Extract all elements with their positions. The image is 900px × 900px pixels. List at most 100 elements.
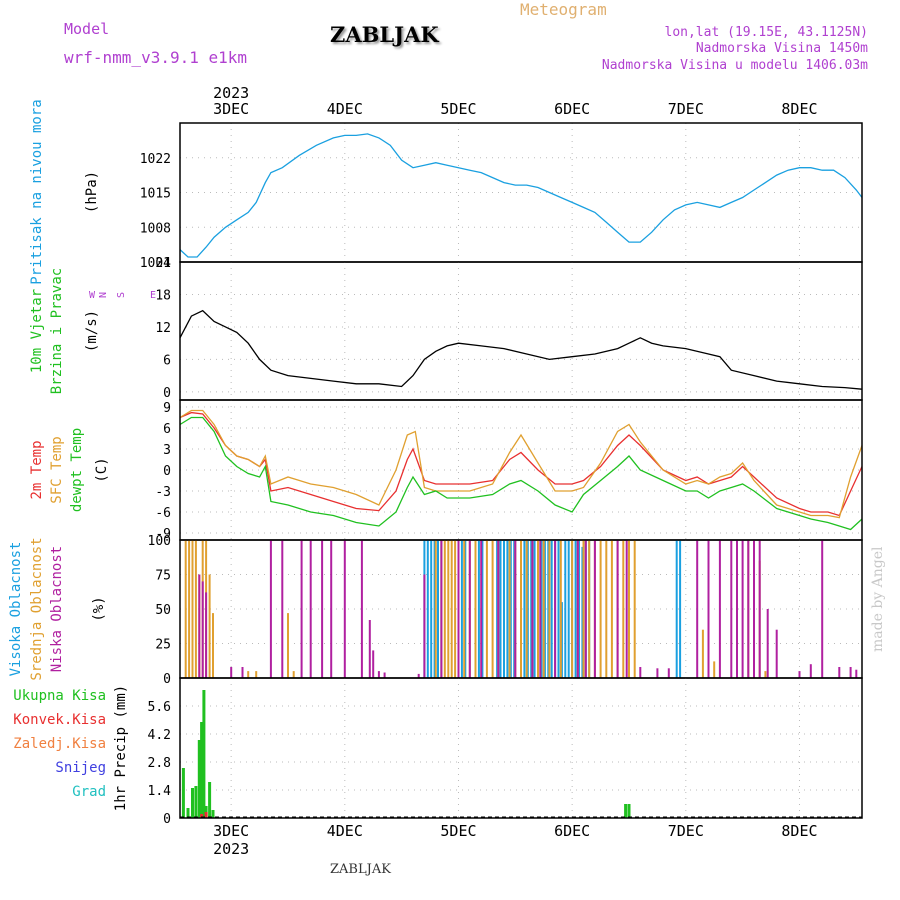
cloud-bar (188, 540, 191, 678)
cloud-bar (713, 661, 716, 678)
cloud-bar (437, 540, 439, 678)
precip-ytick-label: 4.2 (148, 728, 171, 743)
bottom-xtick-label: 8DEC (781, 822, 817, 840)
cloud-bar (454, 540, 457, 678)
precip-bar (624, 804, 628, 818)
precip-bar (627, 804, 631, 818)
precip-bar (211, 810, 215, 818)
cloud-bar (582, 540, 585, 678)
temperature-ytick-label: 3 (163, 443, 171, 458)
model-elevation-label: Nadmorska Visina u modelu 1406.03m (601, 58, 868, 73)
cloud-bar (581, 546, 584, 678)
cloud-bar (514, 540, 517, 678)
precip-ytick-label: 1.4 (148, 784, 172, 799)
temperature-series-line (179, 416, 863, 531)
cloud-bar (464, 540, 467, 678)
precip-bar (202, 690, 206, 818)
cloud-bar (434, 540, 437, 678)
cloud-bar (208, 574, 211, 678)
lonlat-label: lon,lat (19.15E, 43.1125N) (664, 25, 869, 40)
cloud-bar (513, 540, 516, 678)
high-cloud-axis-title: Visoka Oblacnost (8, 542, 24, 677)
cloud-bar (321, 540, 324, 678)
t2m-axis-title: 2m Temp (29, 440, 45, 499)
cloud-bar (533, 540, 536, 678)
top-xtick-label: 8DEC (781, 100, 817, 118)
precip-bar (208, 782, 212, 818)
cloud-bar (508, 540, 511, 678)
cloud-unit: (%) (91, 596, 107, 621)
cloud-bar (520, 540, 522, 678)
cloud-bar (377, 671, 380, 678)
cloud-bar (633, 540, 636, 678)
wind-unit: (m/s) (84, 310, 100, 352)
precip-bar (197, 740, 201, 818)
cloud-bar (198, 574, 201, 678)
cloud-bar (530, 540, 533, 678)
pressure-ytick-label: 1015 (140, 187, 171, 202)
bottom-year-label: 2023 (213, 840, 249, 858)
cloud-bar (523, 540, 526, 678)
cloud-bar (330, 540, 333, 678)
cloud-bar (543, 540, 546, 678)
cloud-bar (440, 540, 443, 678)
temperature-series-line (179, 409, 863, 519)
cloud-bar (718, 540, 721, 678)
cloud-bar (616, 540, 619, 678)
cloud-bar (309, 540, 312, 678)
cloud-bar (730, 540, 733, 678)
cloud-bar (269, 540, 272, 678)
cloud-bar (775, 629, 778, 678)
product-title: Meteogram (520, 0, 607, 19)
wind-ytick-label: 18 (155, 288, 171, 303)
top-xtick-label: 6DEC (554, 100, 590, 118)
cloud-bar (675, 540, 678, 678)
bottom-xtick-label: 4DEC (327, 822, 363, 840)
temperature-ytick-label: 0 (163, 464, 171, 479)
cloud-bar (838, 667, 841, 678)
cloud-bar (625, 540, 628, 678)
cloud-bar (576, 540, 579, 678)
low-cloud-axis-title: Niska Oblacnost (49, 546, 65, 672)
pressure-series-line (179, 133, 863, 258)
precip-bar (200, 814, 204, 818)
precip-legend-item: Snijeg (55, 760, 106, 776)
cloud-bar (560, 602, 563, 678)
cloud-bar (343, 540, 346, 678)
cloud-bar (360, 540, 363, 678)
pressure-panel (179, 122, 863, 263)
cloud-bar (758, 540, 761, 678)
precip-bar (181, 768, 185, 818)
cloud-bar (496, 540, 499, 678)
cloud-bar (849, 667, 852, 678)
cloud-bar (542, 540, 545, 678)
cloud-bar (554, 540, 557, 678)
cloud-bar (736, 540, 738, 678)
cloud-bar (281, 540, 284, 678)
cloud-bar (247, 671, 250, 678)
cloud-bar (460, 540, 463, 678)
cloud-bar (212, 613, 214, 678)
wind-ytick-label: 24 (155, 256, 171, 271)
cloud-bar (605, 540, 608, 678)
wind-axis-subtitle: Brzina i Pravac (49, 268, 65, 394)
cloud-bar (499, 540, 502, 678)
wind-dir-north: N (98, 292, 109, 298)
cloud-bar (194, 540, 197, 678)
cloud-bar (547, 540, 550, 678)
cloud-bar (457, 540, 460, 678)
cloud-bar (741, 540, 744, 678)
cloud-bar (503, 540, 505, 678)
cloud-bar (639, 667, 642, 678)
cloud-ytick-label: 50 (155, 603, 171, 618)
cloud-bar (550, 540, 553, 678)
temperature-ytick-label: -6 (155, 506, 171, 521)
cloud-ytick-label: 75 (155, 569, 171, 584)
precip-bar (186, 808, 190, 818)
cloud-ytick-label: 25 (155, 638, 171, 653)
precip-ytick-label: 5.6 (148, 700, 171, 715)
cloud-bar (855, 669, 858, 678)
cloud-bar (559, 540, 562, 678)
top-xtick-label: 5DEC (440, 100, 476, 118)
cloud-bar (526, 540, 529, 678)
